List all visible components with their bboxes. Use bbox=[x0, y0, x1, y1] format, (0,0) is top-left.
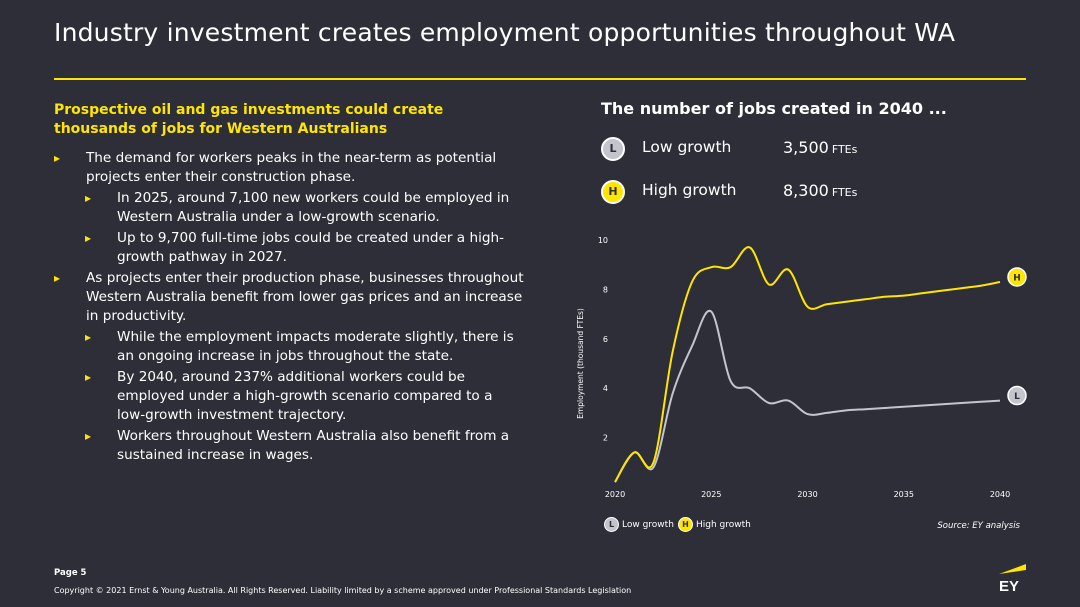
sub-bullet-item: In 2025, around 7,100 new workers could … bbox=[54, 189, 524, 227]
low-growth-end-badge-label: L bbox=[1014, 392, 1020, 402]
sub-bullet-item: By 2040, around 237% additional workers … bbox=[54, 368, 524, 425]
x-tick-label: 2025 bbox=[701, 490, 721, 499]
high-growth-badge: H bbox=[601, 180, 625, 204]
low-growth-unit: FTEs bbox=[831, 143, 858, 156]
y-axis-label: Employment (thousand FTEs) bbox=[576, 308, 585, 419]
high-growth-number: 8,300 bbox=[783, 181, 829, 200]
bullet-list: The demand for workers peaks in the near… bbox=[54, 149, 524, 467]
y-tick-label: 6 bbox=[603, 335, 608, 344]
sub-bullet-item: While the employment impacts moderate sl… bbox=[54, 328, 524, 366]
low-growth-label: Low growth bbox=[642, 138, 732, 156]
y-tick-label: 10 bbox=[598, 236, 608, 245]
x-tick-label: 2035 bbox=[894, 490, 914, 499]
title-divider bbox=[54, 78, 1026, 80]
bullet-item: As projects enter their production phase… bbox=[54, 269, 524, 326]
sub-bullet-item: Workers throughout Western Australia als… bbox=[54, 427, 524, 465]
section-subheading: Prospective oil and gas investments coul… bbox=[54, 102, 444, 137]
legend-low-label: Low growth bbox=[622, 520, 674, 530]
legend-low-badge: L bbox=[604, 517, 619, 532]
ey-logo-text: EY bbox=[999, 578, 1019, 593]
high-growth-label: High growth bbox=[642, 181, 737, 199]
sub-bullet-item: Up to 9,700 full-time jobs could be crea… bbox=[54, 229, 524, 267]
bullet-item: The demand for workers peaks in the near… bbox=[54, 149, 524, 187]
high-growth-line bbox=[614, 246, 1001, 483]
high-growth-end-badge bbox=[1007, 267, 1027, 287]
page-number: Page 5 bbox=[54, 568, 87, 578]
legend-high-label: High growth bbox=[696, 520, 751, 530]
page-title: Industry investment creates employment o… bbox=[54, 18, 956, 47]
x-tick-label: 2040 bbox=[990, 490, 1010, 499]
jobs-heading: The number of jobs created in 2040 ... bbox=[601, 99, 947, 118]
low-growth-badge: L bbox=[601, 137, 625, 161]
y-tick-label: 2 bbox=[603, 434, 608, 443]
low-growth-end-badge bbox=[1007, 385, 1027, 406]
high-growth-unit: FTEs bbox=[831, 186, 858, 199]
copyright-text: Copyright © 2021 Ernst & Young Australia… bbox=[54, 586, 632, 595]
y-tick-label: 4 bbox=[603, 384, 608, 393]
low-growth-number: 3,500 bbox=[783, 138, 829, 157]
chart-source: Source: EY analysis bbox=[937, 521, 1020, 531]
legend-high: H High growth bbox=[678, 517, 751, 532]
ey-logo: EY bbox=[999, 564, 1026, 593]
low-growth-value: 3,500 FTEs bbox=[783, 138, 857, 157]
legend-low: L Low growth bbox=[604, 517, 674, 532]
x-tick-label: 2020 bbox=[605, 490, 625, 499]
legend-high-badge: H bbox=[678, 517, 693, 532]
ey-logo-beam bbox=[999, 564, 1026, 574]
employment-line-chart: Employment (thousand FTEs) 2 4 6 8 10 2020 2025… bbox=[576, 236, 1027, 499]
y-tick-label: 8 bbox=[603, 285, 608, 294]
x-tick-label: 2030 bbox=[797, 490, 817, 499]
high-growth-end-badge-label: H bbox=[1013, 273, 1021, 283]
low-growth-line bbox=[614, 309, 1001, 483]
high-growth-value: 8,300 FTEs bbox=[783, 181, 857, 200]
